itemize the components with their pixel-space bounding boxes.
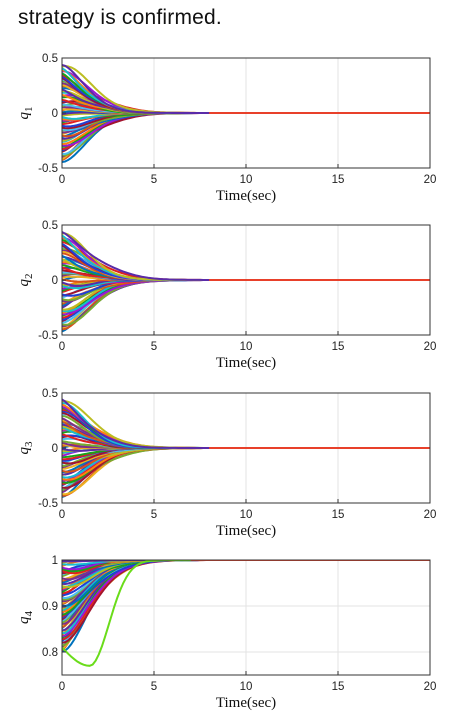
x-tick-label: 0: [59, 509, 65, 521]
x-tick-label: 5: [151, 341, 157, 353]
x-tick-label: 10: [240, 174, 253, 186]
y-axis-label-symbol: q: [16, 279, 32, 287]
x-axis-label: Time(sec): [216, 523, 276, 539]
y-axis-label-subscript: 1: [23, 107, 35, 113]
y-axis-label: q2: [16, 274, 35, 287]
trajectory-line-dip: [62, 560, 430, 667]
x-tick-label: 5: [151, 681, 157, 693]
x-tick-label: 10: [240, 509, 253, 521]
x-tick-label: 20: [424, 509, 437, 521]
panel-q4: 0 5 10 15 20 0.8 0.9 1 Time(sec) q4: [16, 555, 436, 711]
y-tick-label: -0.5: [38, 498, 58, 510]
y-tick-label: 0: [52, 108, 58, 120]
y-tick-label: 0: [52, 443, 58, 455]
x-tick-label: 15: [332, 341, 345, 353]
x-tick-label: 0: [59, 341, 65, 353]
y-tick-label: 1: [52, 555, 58, 567]
x-tick-label: 20: [424, 174, 437, 186]
y-tick-label: -0.5: [38, 163, 58, 175]
y-tick-label: 0.5: [42, 53, 58, 65]
y-axis-label-symbol: q: [16, 447, 32, 455]
trajectory-line: [62, 560, 430, 619]
x-tick-label: 15: [332, 509, 345, 521]
y-tick-label: 0: [52, 275, 58, 287]
x-tick-label: 20: [424, 681, 437, 693]
trajectory-line: [62, 560, 430, 593]
x-tick-label: 0: [59, 174, 65, 186]
y-tick-label: 0.5: [42, 220, 58, 232]
y-tick-label: -0.5: [38, 330, 58, 342]
caption-text: strategy is confirmed.: [18, 6, 222, 29]
x-axis-label: Time(sec): [216, 695, 276, 711]
x-axis-label: Time(sec): [216, 188, 276, 204]
y-axis-label-symbol: q: [16, 616, 32, 624]
y-axis-label-symbol: q: [16, 112, 32, 120]
y-tick-label: 0.9: [42, 601, 58, 613]
y-axis-label-subscript: 4: [23, 611, 35, 617]
x-tick-label: 10: [240, 341, 253, 353]
x-tick-label: 15: [332, 681, 345, 693]
x-tick-label: 5: [151, 509, 157, 521]
trajectory-line: [62, 560, 430, 638]
y-axis-label: q4: [16, 611, 35, 625]
x-tick-label: 10: [240, 681, 253, 693]
x-axis-label: Time(sec): [216, 355, 276, 371]
y-axis-label: q3: [16, 441, 35, 455]
x-tick-label: 5: [151, 174, 157, 186]
y-axis-label: q1: [16, 107, 35, 120]
y-axis-label-subscript: 3: [23, 441, 35, 447]
y-axis-label-subscript: 2: [23, 274, 35, 280]
y-tick-label: 0.5: [42, 388, 58, 400]
x-tick-label: 20: [424, 341, 437, 353]
y-tick-label: 0.8: [42, 647, 58, 659]
x-tick-label: 0: [59, 681, 65, 693]
x-tick-label: 15: [332, 174, 345, 186]
